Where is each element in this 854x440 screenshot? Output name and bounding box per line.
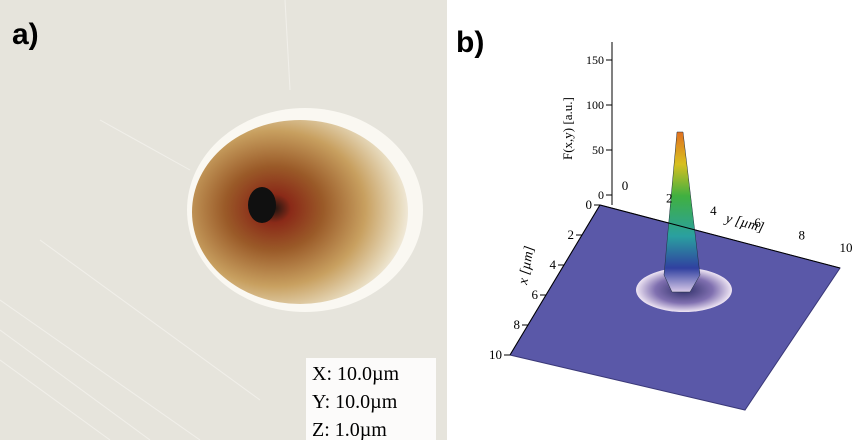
panel-b: b) F(x,y) [a.u.] y [µm] x [µm] 050100150… [456, 26, 853, 410]
x-tick-label: 8 [514, 317, 521, 332]
z-tick-label: 100 [586, 98, 604, 112]
x-axis-label: x [µm] [516, 245, 538, 287]
peak [664, 132, 700, 292]
z-axis-label: F(x,y) [a.u.] [560, 97, 575, 160]
crater-center [248, 187, 276, 223]
y-tick-label: 10 [840, 240, 853, 255]
scale-label: X: 10.0µm [312, 363, 400, 385]
scale-label: Z: 1.0µm [312, 419, 387, 440]
y-tick-label: 0 [622, 178, 629, 193]
z-tick-label: 0 [598, 188, 604, 202]
y-tick-label: 2 [666, 190, 673, 205]
crater [192, 120, 408, 304]
y-tick-label: 8 [799, 228, 806, 243]
scale-label: Y: 10.0µm [312, 391, 398, 413]
x-tick-label: 4 [550, 257, 557, 272]
y-tick-label: 6 [754, 215, 761, 230]
panel-label: b) [456, 26, 484, 59]
z-tick-label: 150 [586, 53, 604, 67]
x-tick-label: 6 [532, 287, 539, 302]
x-tick-label: 0 [586, 197, 593, 212]
y-tick-label: 4 [710, 203, 717, 218]
x-tick-label: 10 [489, 347, 502, 362]
panel-a: a) X: 10.0µm Y: 10.0µm Z: 1.0µm [0, 0, 447, 440]
x-tick-label: 2 [568, 227, 575, 242]
panel-label: a) [12, 18, 39, 51]
z-tick-label: 50 [592, 143, 604, 157]
figure: a) X: 10.0µm Y: 10.0µm Z: 1.0µm b) F(x,y) … [0, 0, 854, 440]
